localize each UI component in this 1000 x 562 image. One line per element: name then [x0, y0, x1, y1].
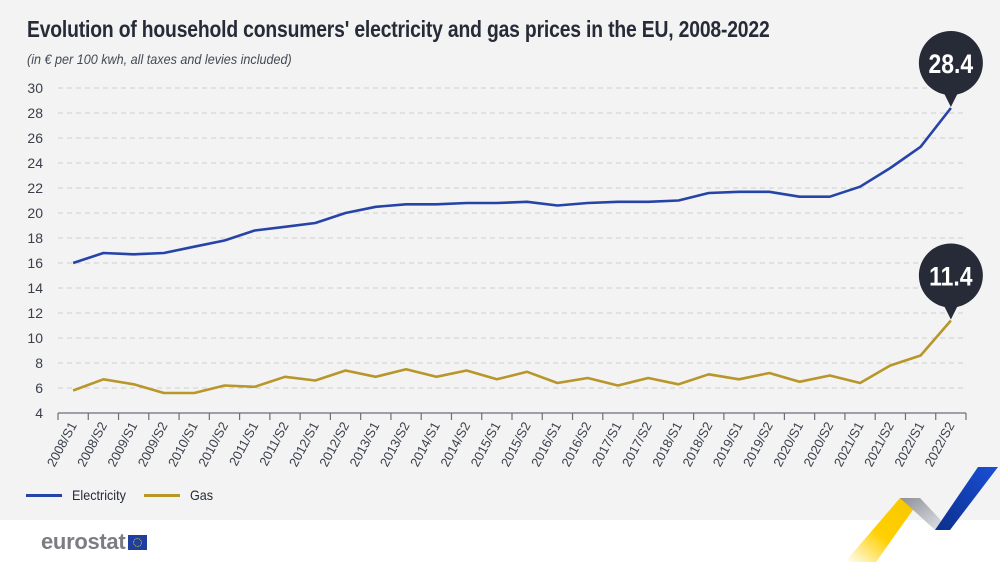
legend-label-gas: Gas [189, 487, 214, 503]
legend: Electricity Gas [26, 485, 228, 505]
line-chart: 4 6 8 10 12 14 16 18 20 22 24 26 28 30 2008/S12008/S2… [27, 31, 983, 469]
callout-value: 11.4 [929, 262, 972, 292]
y-tick-label: 24 [27, 155, 43, 171]
legend-item-electricity[interactable]: Electricity [26, 487, 132, 503]
y-tick-label: 28 [27, 105, 43, 121]
series-line-gas [72, 319, 952, 395]
callout-electricity: 28.4 [918, 31, 983, 107]
eurostat-logo: eurostat [41, 529, 148, 555]
callout-pointer [942, 303, 959, 320]
callout-gas: 11.4 [918, 243, 983, 320]
x-axis: 2008/S12008/S22009/S12009/S22010/S12010/… [44, 412, 967, 469]
value-callouts: 28.4 11.4 [918, 31, 983, 320]
gas-line-swatch-icon [143, 493, 180, 497]
electricity-line-swatch-icon [26, 493, 62, 497]
chart-title: Evolution of household consumers' electr… [27, 16, 770, 42]
callout-value: 28.4 [929, 49, 974, 79]
y-tick-label: 8 [35, 355, 43, 371]
series-lines [72, 107, 952, 395]
y-tick-label: 4 [35, 405, 43, 421]
callout-bubble [918, 31, 983, 95]
callout-pointer [942, 91, 959, 107]
y-tick-label: 6 [35, 380, 43, 396]
y-tick-label: 26 [27, 130, 43, 146]
y-tick-label: 14 [27, 280, 43, 296]
y-tick-label: 20 [27, 205, 43, 221]
y-tick-label: 16 [27, 255, 43, 271]
chart-subtitle: (in € per 100 kwh, all taxes and levies … [27, 51, 292, 67]
callout-bubble [918, 243, 983, 308]
gridlines [58, 87, 966, 389]
y-tick-label: 22 [27, 180, 43, 196]
series-line-electricity [72, 107, 952, 265]
eu-flag-icon [128, 534, 148, 550]
footer [0, 520, 1000, 562]
y-tick-label: 18 [27, 230, 43, 246]
chart-panel [0, 0, 1000, 520]
y-tick-label: 10 [27, 330, 43, 346]
y-axis-ticks: 4 6 8 10 12 14 16 18 20 22 24 26 28 30 [27, 80, 43, 421]
y-tick-label: 30 [27, 80, 43, 96]
y-tick-label: 12 [27, 305, 43, 321]
logo-text: eurostat [41, 529, 126, 554]
legend-label-electricity: Electricity [72, 487, 126, 503]
legend-item-gas[interactable]: Gas [143, 487, 216, 503]
